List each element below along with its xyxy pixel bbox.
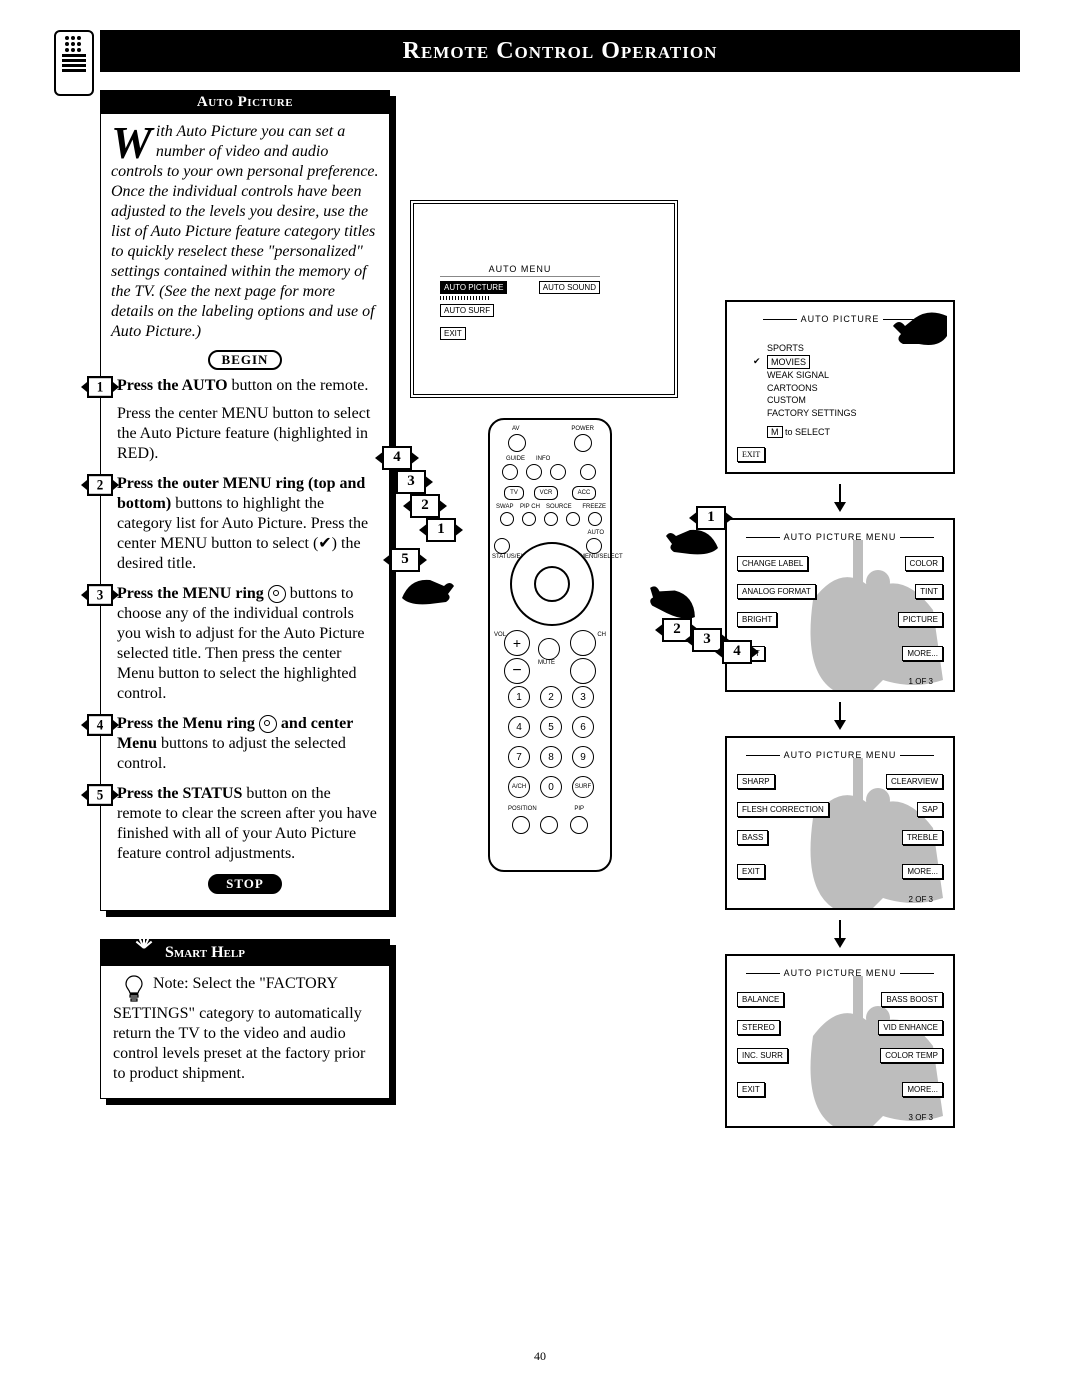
header-remote-icon — [54, 30, 94, 96]
screen-menu-3of3: AUTO PICTURE MENU BALANCE BASS BOOST STE… — [725, 954, 955, 1128]
remote-auto-button — [586, 538, 602, 554]
tv-screen: AUTO MENU AUTO PICTURE AUTO SOUND AUTO S… — [410, 200, 678, 398]
smart-help-body: Note: Select the "FACTORY SETTINGS" cate… — [101, 966, 389, 1098]
menu-ring-icon — [268, 585, 286, 603]
menu-ring-icon — [259, 715, 277, 733]
page-title-bar: Remote Control Operation — [100, 30, 1020, 72]
auto-picture-box: Auto Picture W ith Auto Picture you can … — [100, 90, 390, 911]
screen-auto-picture-list: AUTO PICTURE SPORTS ✔MOVIES WEAK SIGNAL … — [725, 300, 955, 474]
bulb-rays-icon — [125, 938, 165, 948]
page-title: Remote Control Operation — [403, 38, 718, 65]
tv-menu-title: AUTO MENU — [440, 264, 600, 277]
panel3-title: AUTO PICTURE MENU — [727, 738, 953, 760]
tv-menu-auto-picture: AUTO PICTURE — [440, 281, 507, 294]
callout-4: 4 — [382, 446, 412, 470]
screens-column: AUTO PICTURE SPORTS ✔MOVIES WEAK SIGNAL … — [710, 300, 970, 1158]
begin-pill: BEGIN — [208, 350, 282, 370]
panel1-list: SPORTS ✔MOVIES WEAK SIGNAL CARTOONS CUST… — [767, 342, 857, 438]
remote-numpad: 123 456 789 A/CH0SURF — [508, 686, 598, 798]
remote-control-illustration: AV POWER GUIDE INFO TV VCR ACC SWAP PIP … — [488, 418, 612, 872]
step-number: 4 — [87, 714, 113, 736]
down-arrow-1 — [710, 484, 970, 512]
callout-4r: 4 — [722, 640, 752, 664]
callout-1r: 1 — [696, 506, 726, 530]
remote-mute-button — [538, 638, 560, 660]
down-arrow-2 — [710, 702, 970, 730]
step-4: 4Press the Menu ring and center Menu but… — [111, 714, 379, 774]
panel1-exit: EXIT — [737, 447, 765, 462]
tv-menu-exit: EXIT — [440, 327, 466, 340]
callout-5: 5 — [390, 548, 420, 572]
tv-menu-auto-sound: AUTO SOUND — [539, 281, 600, 294]
steps-container: 1Press the AUTO button on the remote.Pre… — [101, 376, 389, 910]
screen-menu-1of3: AUTO PICTURE MENU CHANGE LABEL COLOR ANA… — [725, 518, 955, 692]
auto-picture-heading: Auto Picture — [101, 91, 389, 114]
screen-menu-2of3: AUTO PICTURE MENU SHARP CLEARVIEW FLESH … — [725, 736, 955, 910]
step-2: 2Press the outer MENU ring (top and bott… — [111, 474, 379, 574]
panel2-title: AUTO PICTURE MENU — [727, 520, 953, 542]
step-3: 3Press the MENU ring buttons to choose a… — [111, 584, 379, 704]
intro-dropcap: W — [111, 122, 156, 160]
lightbulb-icon — [123, 974, 145, 1004]
panel4-title: AUTO PICTURE MENU — [727, 956, 953, 978]
smart-help-heading: Smart Help — [101, 940, 389, 966]
panel1-title: AUTO PICTURE — [727, 302, 953, 324]
step-number: 5 — [87, 784, 113, 806]
hand-left-icon — [400, 568, 460, 608]
auto-picture-intro: W ith Auto Picture you can set a number … — [101, 114, 389, 346]
remote-status-button — [494, 538, 510, 554]
step-1: 1Press the AUTO button on the remote.Pre… — [111, 376, 379, 464]
smart-help-lead: Note: Select the — [153, 975, 259, 992]
callout-1l: 1 — [426, 518, 456, 542]
illustration-column: AUTO MENU AUTO PICTURE AUTO SOUND AUTO S… — [410, 200, 690, 872]
smart-help-heading-text: Smart Help — [165, 944, 245, 961]
callout-2: 2 — [410, 494, 440, 518]
step-number: 1 — [87, 376, 113, 398]
down-arrow-3 — [710, 920, 970, 948]
tv-onscreen-menu: AUTO MENU AUTO PICTURE AUTO SOUND AUTO S… — [440, 264, 600, 342]
step-5: 5Press the STATUS button on the remote t… — [111, 784, 379, 864]
stop-pill: STOP — [208, 874, 282, 894]
page-number: 40 — [60, 1349, 1020, 1364]
step-number: 2 — [87, 474, 113, 496]
smart-help-box: Smart Help Note: Select the "FACTORY SET… — [100, 939, 390, 1099]
step-number: 3 — [87, 584, 113, 606]
remote-menu-wheel — [510, 542, 594, 626]
tv-menu-auto-surf: AUTO SURF — [440, 304, 494, 317]
callout-3: 3 — [396, 470, 426, 494]
hatched-highlight — [440, 296, 490, 300]
